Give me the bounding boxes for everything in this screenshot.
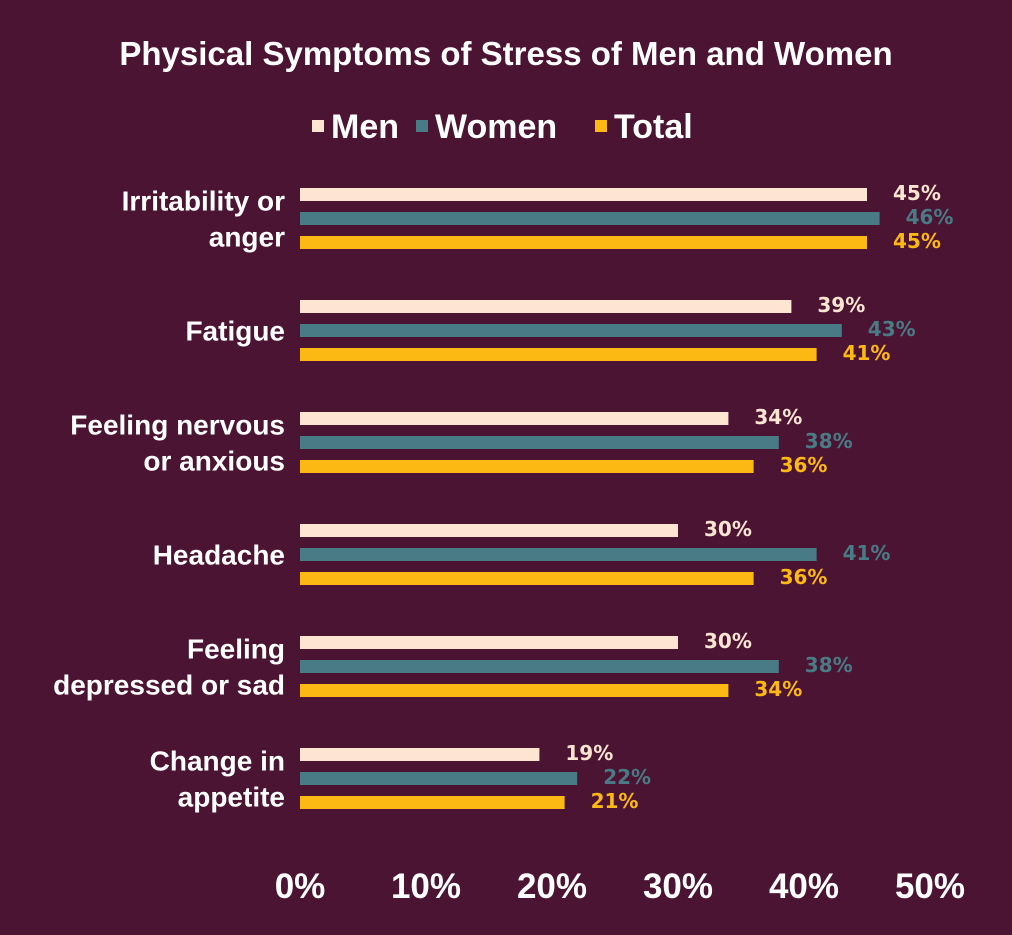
- data-label: 45%: [893, 181, 941, 205]
- data-label: 21%: [591, 789, 639, 813]
- chart-title: Physical Symptoms of Stress of Men and W…: [119, 35, 892, 72]
- legend-item-men: Men: [312, 108, 399, 146]
- legend-label: Women: [435, 108, 557, 146]
- category-label: Change in: [150, 746, 285, 777]
- category-label: Fatigue: [185, 316, 285, 347]
- category-labels: Irritability or anger Fatigue Feeling nervo…: [53, 186, 285, 813]
- bars: 45%46%45%39%43%41%34%38%36%30%41%36%30%3…: [300, 181, 953, 813]
- data-label: 30%: [704, 629, 752, 653]
- bar-total: [300, 460, 754, 473]
- x-tick-label: 30%: [643, 867, 713, 906]
- bar-men: [300, 524, 678, 537]
- data-label: 41%: [843, 341, 891, 365]
- category-label: Feeling: [187, 634, 285, 665]
- category-label: or anxious: [143, 446, 285, 477]
- data-label: 45%: [893, 229, 941, 253]
- bar-women: [300, 436, 779, 449]
- category-label: Feeling nervous: [70, 410, 285, 441]
- legend-swatch: [416, 120, 428, 132]
- data-label: 43%: [868, 317, 916, 341]
- legend: Men Women Total: [312, 108, 693, 146]
- bar-men: [300, 636, 678, 649]
- legend-swatch: [312, 120, 324, 132]
- data-label: 34%: [754, 677, 802, 701]
- data-label: 46%: [906, 205, 954, 229]
- x-tick-label: 0%: [275, 867, 326, 906]
- legend-item-women: Women: [416, 108, 557, 146]
- legend-label: Men: [331, 108, 399, 146]
- category-label: depressed or sad: [53, 670, 285, 701]
- category-label: Irritability or: [122, 186, 285, 217]
- bar-men: [300, 188, 867, 201]
- bar-total: [300, 572, 754, 585]
- x-axis: 0% 10% 20% 30% 40% 50%: [275, 867, 965, 906]
- bar-men: [300, 748, 540, 761]
- bar-total: [300, 348, 817, 361]
- legend-swatch: [595, 120, 607, 132]
- data-label: 38%: [805, 653, 853, 677]
- bar-total: [300, 684, 729, 697]
- x-tick-label: 20%: [517, 867, 587, 906]
- x-tick-label: 40%: [769, 867, 839, 906]
- data-label: 41%: [843, 541, 891, 565]
- legend-item-total: Total: [595, 108, 693, 146]
- data-label: 34%: [754, 405, 802, 429]
- x-tick-label: 50%: [895, 867, 965, 906]
- category-label: Headache: [153, 540, 285, 571]
- data-label: 38%: [805, 429, 853, 453]
- bar-women: [300, 660, 779, 673]
- data-label: 36%: [780, 453, 828, 477]
- bar-women: [300, 548, 817, 561]
- bar-women: [300, 772, 578, 785]
- data-label: 30%: [704, 517, 752, 541]
- data-label: 22%: [603, 765, 651, 789]
- data-label: 19%: [565, 741, 613, 765]
- bar-women: [300, 324, 842, 337]
- legend-label: Total: [614, 108, 693, 146]
- bar-total: [300, 796, 565, 809]
- bar-total: [300, 236, 867, 249]
- bar-women: [300, 212, 880, 225]
- data-label: 36%: [780, 565, 828, 589]
- category-label: appetite: [178, 782, 285, 813]
- data-label: 39%: [817, 293, 865, 317]
- bar-men: [300, 412, 729, 425]
- category-label: anger: [209, 222, 285, 253]
- bar-men: [300, 300, 792, 313]
- x-tick-label: 10%: [391, 867, 461, 906]
